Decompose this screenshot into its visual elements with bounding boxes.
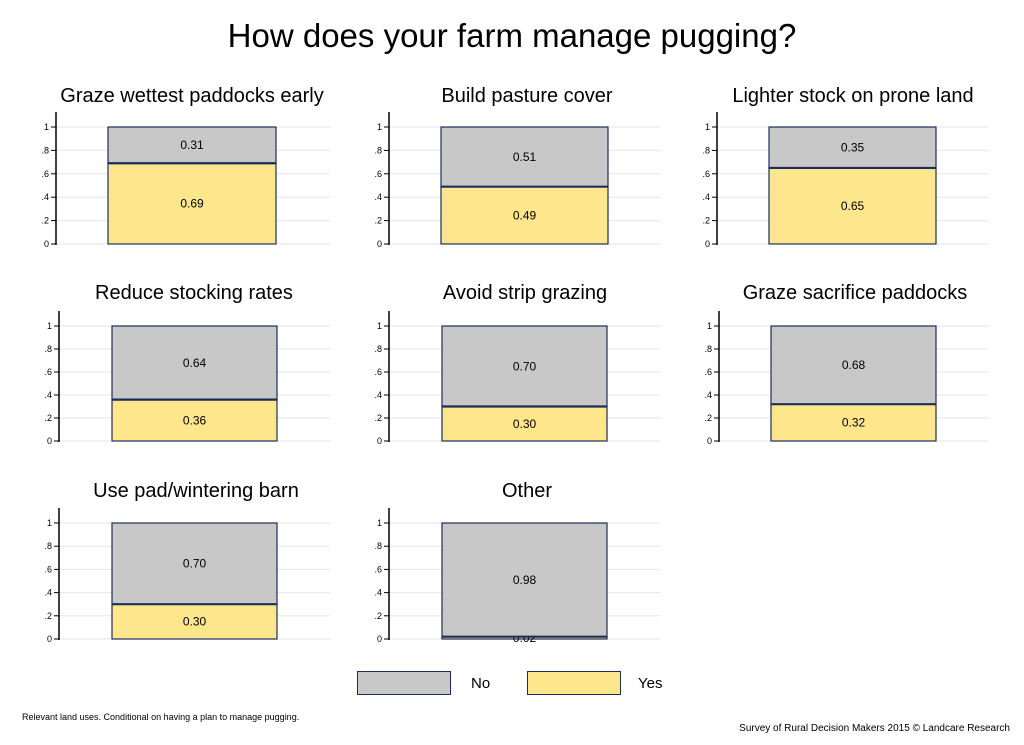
panel-3-bar-yes [768,167,937,245]
panel-5-ytick-label: .2 [374,413,382,423]
panel-4-ytick-label: .4 [44,390,52,400]
panel-3-ytick-label: 0 [705,239,710,249]
panel-8-ytick-label: 1 [377,518,382,528]
panel-4-ytick-label: .2 [44,413,52,423]
panel-5-ytick-label: .8 [374,344,382,354]
panel-7-ytick-label: .6 [44,564,52,574]
panel-8-ytick-label: 0 [377,634,382,644]
panel-6-data-label-no: 0.68 [842,358,866,372]
panel-5-data-label-no: 0.70 [513,359,537,373]
panel-2-title: Build pasture cover [441,85,613,107]
panel-1-title: Graze wettest paddocks early [60,85,323,107]
panel-8-title: Other [502,480,552,502]
legend-label-yes: Yes [638,675,663,692]
panel-2-ytick-label: .4 [374,192,382,202]
panel-4-ytick-label: .8 [44,344,52,354]
panel-7-data-label-yes: 0.30 [183,615,207,629]
panel-6-ytick-label: .4 [704,390,712,400]
panel-3-data-label-yes: 0.65 [841,199,865,213]
panel-5-ytick-label: 1 [377,321,382,331]
panel-5-data-label-yes: 0.30 [513,417,537,431]
panel-7-bar-no [111,522,278,605]
panel-4-ytick-label: .6 [44,367,52,377]
panel-3-bar-no [768,126,937,169]
panel-4-data-label-yes: 0.36 [183,413,207,427]
panel-4-data-label-no: 0.64 [183,356,207,370]
panel-8-ytick-label: .4 [374,588,382,598]
panel-7-title: Use pad/wintering barn [93,480,299,502]
panel-8-data-label-no: 0.98 [513,573,537,587]
panel-7-ytick-label: 0 [47,634,52,644]
panel-4-title: Reduce stocking rates [95,282,293,304]
footnote-note: Relevant land uses. Conditional on havin… [22,712,300,722]
panel-2-data-label-yes: 0.49 [513,208,537,222]
panel-7-ytick-label: .8 [44,541,52,551]
panel-2-bar-yes [440,186,609,245]
panel-1-data-label-no: 0.31 [180,138,204,152]
panel-5-ytick-label: 0 [377,436,382,446]
panel-5-ytick-label: .6 [374,367,382,377]
panel-5-bar-yes [441,405,608,442]
panel-2-ytick-label: 1 [377,122,382,132]
panel-3-title: Lighter stock on prone land [732,85,973,107]
panel-5-ytick-label: .4 [374,390,382,400]
footnote-source: Survey of Rural Decision Makers 2015 © L… [739,723,1010,734]
panel-2-ytick-label: .2 [374,216,382,226]
legend-swatch-yes [527,671,621,695]
panel-6-ytick-label: .8 [704,344,712,354]
panel-6-data-label-yes: 0.32 [842,416,866,430]
panel-3-ytick-label: .4 [702,192,710,202]
panel-1-data-label-yes: 0.69 [180,197,204,211]
panel-6-ytick-label: 1 [707,321,712,331]
chart-title: How does your farm manage pugging? [227,17,797,54]
panel-1-ytick-label: .2 [41,216,49,226]
panel-2-bar-no [440,126,609,188]
panel-7-ytick-label: .2 [44,611,52,621]
panel-2-data-label-no: 0.51 [513,150,537,164]
panel-2-ytick-label: .6 [374,169,382,179]
panel-1-ytick-label: .6 [41,169,49,179]
panel-2-ytick-label: .8 [374,145,382,155]
panel-8-ytick-label: .6 [374,564,382,574]
panel-4-bar-no [111,325,278,401]
panel-2-ytick-label: 0 [377,239,382,249]
panel-7-data-label-no: 0.70 [183,557,207,571]
panel-1-ytick-label: 0 [44,239,49,249]
panel-8-ytick-label: .8 [374,541,382,551]
legend-label-no: No [471,675,491,692]
legend-swatch-no [357,671,451,695]
panel-1-ytick-label: 1 [44,122,49,132]
panel-8-ytick-label: .2 [374,611,382,621]
panel-6-bar-yes [770,403,937,442]
panel-1-bar-yes [107,162,277,245]
panel-4-bar-yes [111,399,278,442]
panel-4-ytick-label: 0 [47,436,52,446]
panel-6-ytick-label: .2 [704,413,712,423]
panel-5-title: Avoid strip grazing [443,282,607,304]
panel-6-ytick-label: 0 [707,436,712,446]
panel-6-title: Graze sacrifice paddocks [743,282,968,304]
panel-7-ytick-label: .4 [44,588,52,598]
panel-3-ytick-label: .6 [702,169,710,179]
panel-7-bar-yes [111,603,278,640]
panel-1-ytick-label: .8 [41,145,49,155]
panel-3-ytick-label: .8 [702,145,710,155]
panel-1-ytick-label: .4 [41,192,49,202]
panel-6-ytick-label: .6 [704,367,712,377]
panel-7-ytick-label: 1 [47,518,52,528]
panel-3-ytick-label: 1 [705,122,710,132]
panel-4-ytick-label: 1 [47,321,52,331]
panel-3-data-label-no: 0.35 [841,140,865,154]
panel-3-ytick-label: .2 [702,216,710,226]
